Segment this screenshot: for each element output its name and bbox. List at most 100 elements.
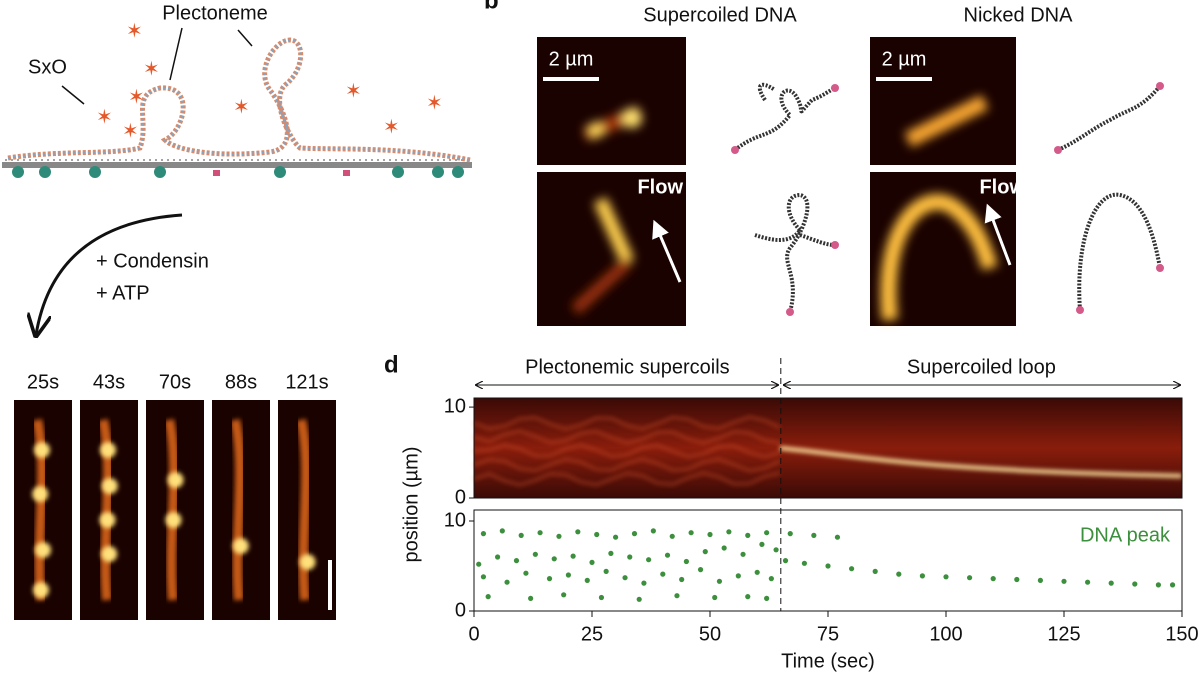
data-point bbox=[811, 532, 817, 539]
surface-cartoon: ✶✶✶ ✶✶✶ ✶✶✶ bbox=[2, 20, 472, 178]
kymo-streak bbox=[473, 416, 781, 431]
dna-signal bbox=[296, 418, 312, 601]
data-point bbox=[504, 579, 510, 585]
dna-blob bbox=[99, 512, 116, 528]
data-point bbox=[773, 547, 779, 553]
legend-entry: DNA peak bbox=[1080, 524, 1171, 546]
y-axis-label: position (µm) bbox=[400, 447, 422, 563]
data-point bbox=[697, 567, 704, 573]
data-point bbox=[707, 531, 713, 538]
panel-label: b bbox=[484, 0, 499, 14]
data-point bbox=[650, 528, 656, 534]
data-point bbox=[636, 596, 642, 602]
svg-text:✶: ✶ bbox=[128, 86, 145, 108]
data-point bbox=[584, 577, 590, 584]
data-point bbox=[523, 570, 529, 576]
data-point bbox=[594, 531, 600, 538]
data-point bbox=[679, 576, 685, 583]
data-point bbox=[702, 549, 708, 555]
data-point bbox=[990, 576, 996, 582]
column-title: Supercoiled DNA bbox=[643, 4, 797, 26]
scale-bar-label: 2 µm bbox=[882, 48, 927, 70]
data-point bbox=[495, 554, 501, 560]
dna-blob bbox=[101, 546, 118, 562]
axis-frame bbox=[473, 509, 1183, 612]
data-point bbox=[683, 558, 690, 565]
data-point bbox=[674, 593, 680, 599]
time-label: 88s bbox=[225, 371, 257, 393]
x-tick-label: 0 bbox=[468, 623, 479, 645]
dna-blob bbox=[165, 512, 182, 528]
micrographs bbox=[537, 37, 1016, 326]
data-point bbox=[660, 571, 666, 577]
data-point bbox=[782, 558, 789, 564]
span-label: Plectonemic supercoils bbox=[525, 356, 730, 378]
x-tick-label: 75 bbox=[817, 623, 839, 645]
data-point bbox=[528, 595, 534, 602]
x-tick-label: 125 bbox=[1047, 623, 1080, 645]
dna-signal bbox=[164, 418, 180, 601]
data-point bbox=[669, 533, 675, 539]
x-tick-label: 100 bbox=[929, 623, 962, 645]
data-point bbox=[646, 557, 652, 563]
dna-signal bbox=[230, 418, 246, 601]
data-point bbox=[513, 558, 520, 564]
y-tick-label: 10 bbox=[444, 395, 466, 417]
data-point bbox=[1108, 580, 1114, 586]
dna-signal bbox=[32, 418, 48, 601]
kymograph bbox=[474, 398, 1182, 498]
sxo-label: SxO bbox=[28, 56, 67, 78]
x-axis-label: Time (sec) bbox=[781, 650, 875, 672]
data-point bbox=[1155, 582, 1161, 588]
data-point bbox=[627, 554, 633, 560]
y-tick-label: 0 bbox=[455, 486, 466, 508]
data-point bbox=[716, 578, 723, 584]
data-point bbox=[745, 594, 751, 600]
data-point bbox=[480, 574, 487, 580]
data-point bbox=[570, 553, 576, 559]
kymo-streak bbox=[473, 457, 781, 472]
svg-text:✶: ✶ bbox=[122, 120, 139, 142]
data-point bbox=[532, 551, 538, 557]
data-point bbox=[589, 559, 595, 566]
data-point bbox=[764, 595, 770, 602]
y-tick-label: 0 bbox=[455, 599, 466, 621]
dna-ends bbox=[731, 82, 1164, 316]
dna-blob bbox=[34, 442, 50, 458]
data-point bbox=[754, 569, 760, 575]
data-point bbox=[664, 552, 671, 558]
svg-text:✶: ✶ bbox=[143, 58, 160, 80]
dna-signal bbox=[98, 418, 114, 601]
data-point bbox=[787, 531, 793, 537]
data-point bbox=[641, 580, 647, 586]
kymo-streak bbox=[473, 430, 781, 445]
data-point bbox=[740, 551, 746, 557]
dna-blob bbox=[299, 554, 316, 570]
data-point bbox=[485, 594, 491, 600]
data-point bbox=[688, 530, 694, 536]
data-point bbox=[919, 573, 926, 579]
data-point bbox=[721, 545, 727, 551]
data-point bbox=[518, 532, 524, 539]
data-point bbox=[764, 530, 770, 536]
data-point bbox=[1085, 579, 1091, 585]
data-point bbox=[622, 575, 628, 581]
dna-blob bbox=[35, 542, 51, 558]
data-point bbox=[726, 529, 732, 535]
data-point bbox=[603, 568, 609, 575]
data-point bbox=[849, 566, 855, 572]
data-point bbox=[480, 531, 487, 537]
data-point bbox=[825, 563, 831, 569]
time-label: 43s bbox=[93, 371, 125, 393]
data-point bbox=[575, 529, 581, 535]
data-point bbox=[1061, 578, 1067, 584]
time-label: 25s bbox=[27, 371, 59, 393]
data-point bbox=[872, 568, 878, 575]
flow-label: Flow bbox=[637, 176, 683, 198]
data-point bbox=[834, 534, 841, 540]
svg-text:✶: ✶ bbox=[126, 20, 143, 42]
atp-label: + ATP bbox=[96, 282, 150, 304]
dna-blob bbox=[32, 486, 49, 502]
data-point bbox=[967, 575, 973, 581]
